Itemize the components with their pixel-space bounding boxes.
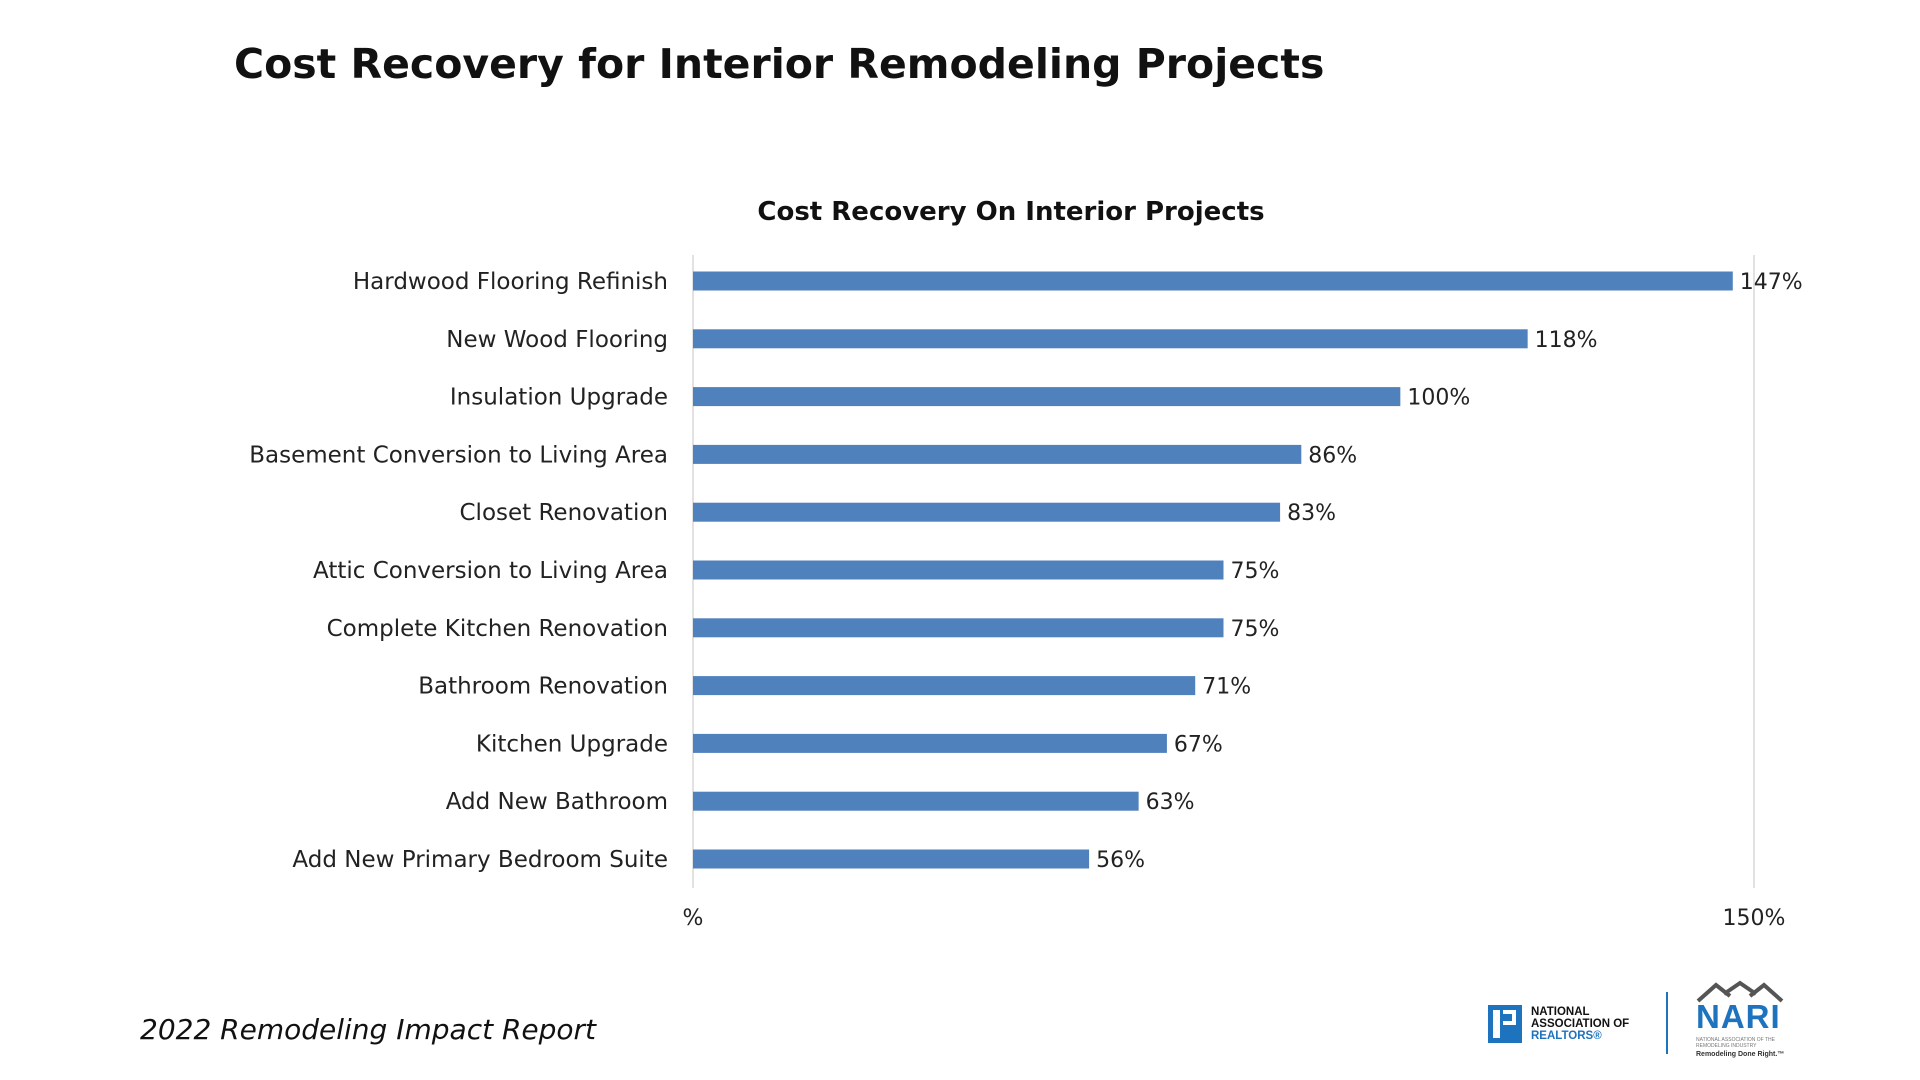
bar	[693, 502, 1281, 522]
realtor-r-icon	[1488, 1005, 1522, 1043]
bar	[693, 618, 1224, 638]
bar	[693, 676, 1196, 696]
category-label: Basement Conversion to Living Area	[249, 442, 668, 468]
bar-value-label: 118%	[1535, 328, 1598, 353]
nar-logo: NATIONAL ASSOCIATION OF REALTORS®	[1488, 1000, 1629, 1048]
bar-value-label: 100%	[1407, 386, 1470, 411]
chart-title: Cost Recovery On Interior Projects	[757, 197, 1264, 227]
bar	[693, 733, 1167, 753]
category-label: Kitchen Upgrade	[476, 731, 668, 757]
nari-tagline: Remodeling Done Right.™	[1696, 1051, 1785, 1058]
category-label: Add New Primary Bedroom Suite	[292, 847, 668, 873]
category-label: Bathroom Renovation	[418, 674, 668, 700]
bar-value-label: 75%	[1231, 617, 1280, 642]
nar-line-1: NATIONAL	[1531, 1006, 1590, 1018]
bar-value-label: 75%	[1231, 559, 1280, 584]
category-label: Attic Conversion to Living Area	[313, 558, 668, 584]
bar	[693, 271, 1733, 291]
bar-value-label: 56%	[1096, 848, 1145, 873]
house-roof-icon	[1696, 980, 1784, 1003]
category-label: Closet Renovation	[460, 500, 669, 526]
category-label: Hardwood Flooring Refinish	[353, 269, 668, 295]
nari-subtitle: NATIONAL ASSOCIATION OF THE REMODELING I…	[1696, 1037, 1775, 1049]
bar	[693, 560, 1224, 580]
bar-value-label: 147%	[1740, 270, 1803, 295]
nari-logo: NARI NATIONAL ASSOCIATION OF THE REMODEL…	[1690, 980, 1790, 1064]
nari-wordmark: NARI	[1696, 998, 1781, 1035]
x-tick-label-max: 150%	[1723, 906, 1786, 931]
bar-value-label: 86%	[1308, 443, 1357, 468]
bar	[693, 849, 1090, 869]
bar-value-label: 67%	[1174, 732, 1223, 757]
nar-line-2: ASSOCIATION OF	[1531, 1018, 1630, 1030]
bar-value-label: 83%	[1287, 501, 1336, 526]
bar	[693, 791, 1139, 811]
bars-group: Hardwood Flooring Refinish 147% New Wood F…	[249, 269, 1802, 873]
bar-value-label: 63%	[1146, 790, 1195, 815]
nar-line-3: REALTORS®	[1531, 1030, 1602, 1042]
category-label: Add New Bathroom	[446, 789, 668, 815]
bar	[693, 444, 1302, 464]
bar	[693, 329, 1528, 349]
bar-value-label: 71%	[1202, 675, 1251, 700]
report-footer: 2022 Remodeling Impact Report	[140, 1013, 597, 1046]
logo-divider	[1666, 992, 1668, 1054]
category-label: Complete Kitchen Renovation	[327, 616, 668, 642]
slide-title: Cost Recovery for Interior Remodeling Pr…	[234, 40, 1325, 88]
category-label: New Wood Flooring	[446, 327, 668, 353]
nar-logo-text: NATIONAL ASSOCIATION OF REALTORS®	[1531, 1006, 1629, 1042]
bar	[693, 387, 1401, 407]
x-tick-label-min: %	[683, 906, 704, 931]
category-label: Insulation Upgrade	[450, 385, 668, 411]
